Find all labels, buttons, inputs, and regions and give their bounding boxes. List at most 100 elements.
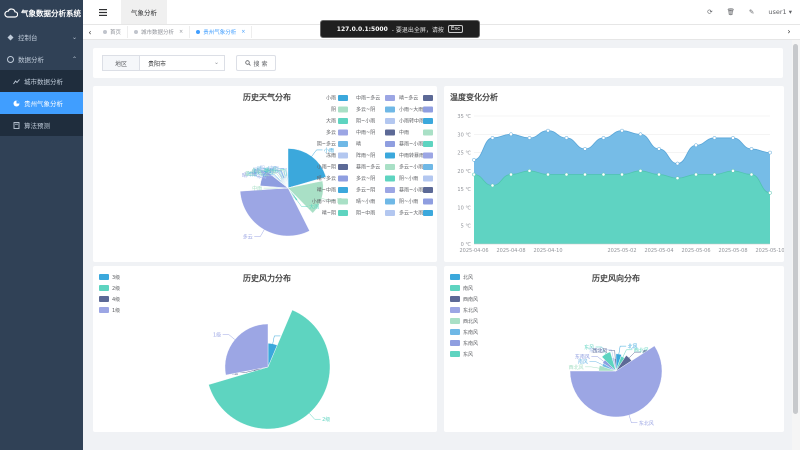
- point-max-temp: [472, 158, 476, 162]
- region-value: 贵阳市: [148, 60, 167, 68]
- point-max-temp: [731, 136, 735, 140]
- point-max-temp: [601, 136, 606, 140]
- leader-line: [321, 198, 336, 201]
- user-menu[interactable]: user1 ▾: [768, 8, 792, 16]
- tags-scroll-left-icon[interactable]: ‹: [88, 27, 92, 37]
- legend-label: 西北风: [463, 318, 478, 325]
- rose-slice: [224, 323, 269, 376]
- sidebar-item-analysis[interactable]: 数据分析 ⌃: [0, 48, 83, 70]
- point-min-temp: [675, 176, 680, 181]
- refresh-icon[interactable]: ⟳: [707, 8, 713, 16]
- hamburger-button[interactable]: [93, 0, 113, 24]
- point-max-temp: [675, 161, 680, 166]
- legend-swatch: [423, 141, 433, 147]
- legend-label: 多云~阴: [356, 187, 375, 194]
- legend-label: 1级: [112, 307, 120, 314]
- x-tick-label: 2025-05-02: [607, 248, 636, 254]
- search-label: 搜 索: [253, 60, 268, 68]
- y-tick-label: 30 ℃: [457, 132, 471, 138]
- sidebar-item-guizhou-analysis[interactable]: 贵州气象分析: [0, 92, 83, 114]
- scrollbar-thumb[interactable]: [793, 44, 798, 414]
- slice-label: 冻雨: [257, 173, 267, 180]
- area-min-temp: [474, 170, 770, 244]
- tag-guizhou-analysis[interactable]: 贵州气象分析 ×: [190, 26, 253, 38]
- legend-label: 多云~大雨: [399, 210, 423, 217]
- point-max-temp: [638, 132, 643, 137]
- legend-swatch: [423, 129, 433, 136]
- chevron-down-icon: ⌄: [71, 33, 77, 41]
- slice-label: 晴~中雨: [254, 168, 273, 175]
- legend-label: 冻雨: [326, 152, 336, 159]
- pie-chart-icon: [12, 99, 20, 107]
- leader-line: [274, 170, 285, 179]
- fullscreen-toast: 127.0.0.1:5000 - 要退出全屏，请按 Esc: [320, 20, 480, 38]
- slice-label: 小雨: [324, 147, 334, 154]
- dashboard-icon: [6, 33, 14, 41]
- edit-icon[interactable]: ✎: [748, 8, 755, 16]
- top-tab-weather[interactable]: 气象分析: [121, 0, 167, 24]
- leader-line: [311, 149, 323, 157]
- leader-line: [279, 169, 287, 178]
- sidebar-item-label: 数据分析: [18, 56, 44, 64]
- rose-slice: [287, 187, 298, 201]
- sidebar-item-dashboard[interactable]: 控制台 ⌄: [0, 26, 83, 48]
- legend-swatch: [385, 95, 395, 101]
- point-min-temp: [472, 172, 476, 177]
- point-max-temp: [527, 136, 532, 140]
- slice-label: 晴~小雨: [257, 166, 276, 173]
- sidebar-item-label: 城市数据分析: [24, 78, 63, 86]
- legend-swatch: [423, 95, 433, 101]
- legend-label: 多云~阴: [356, 175, 375, 182]
- point-max-temp: [509, 132, 513, 137]
- leader-line: [618, 345, 627, 355]
- sidebar-item-prediction[interactable]: 算法预测: [0, 114, 83, 136]
- legend-swatch: [338, 95, 348, 101]
- sidebar: 气象数据分析系统 控制台 ⌄ 数据分析 ⌃ 城市数据分析 贵州气象分析 算法预测: [0, 0, 83, 450]
- legend-label: 东南风: [463, 340, 478, 347]
- top-right-tools: ⟳ 🗑 ✎ user1 ▾: [707, 0, 792, 24]
- search-button[interactable]: 搜 索: [236, 55, 276, 71]
- menu-icon: [99, 8, 107, 16]
- sidebar-item-label: 算法预测: [24, 122, 50, 130]
- rose-slice: [569, 345, 663, 418]
- leader-line: [280, 167, 288, 177]
- weather-rose-chart: 小雨阴大雨多云中雨晴冻雨阵雨~阴暴雨~多云晴~多云多云~阴阴~小雨晴~中雨多云~…: [239, 95, 433, 241]
- legend-swatch: [450, 274, 460, 280]
- legend-label: 暴雨~多云: [356, 164, 380, 171]
- close-icon[interactable]: ×: [179, 29, 184, 35]
- legend-swatch: [338, 210, 348, 216]
- leader-line: [270, 173, 282, 180]
- legend-label: 3级: [112, 274, 120, 281]
- legend-swatch: [423, 106, 433, 113]
- leader-line: [629, 351, 641, 358]
- slice-label: 西北风: [634, 347, 649, 354]
- legend-label: 西南风: [463, 296, 478, 303]
- legend-label: 晴: [356, 141, 361, 148]
- region-select[interactable]: 贵阳市 ⌄: [140, 55, 225, 71]
- slice-label: 阴~小雨: [253, 167, 272, 174]
- tags-scroll-right-icon[interactable]: ›: [787, 27, 791, 36]
- legend-swatch: [385, 118, 395, 124]
- x-tick-label: 2025-05-06: [681, 248, 710, 254]
- y-tick-label: 10 ℃: [457, 205, 471, 211]
- tag-dot: [196, 30, 201, 34]
- trash-icon[interactable]: 🗑: [726, 8, 735, 16]
- legend-label: 阴~小雨: [399, 175, 418, 182]
- slice-label: 2级: [322, 416, 330, 423]
- legend-label: 晴~阴: [322, 210, 336, 217]
- slice-label: 多云~阴: [255, 168, 274, 175]
- y-tick-label: 5 ℃: [461, 224, 472, 230]
- legend-label: 小雨转中雨: [399, 118, 424, 125]
- tag-home[interactable]: 首页: [97, 26, 129, 38]
- sidebar-item-city-analysis[interactable]: 城市数据分析: [0, 70, 83, 92]
- tag-city-analysis[interactable]: 城市数据分析 ×: [128, 26, 191, 38]
- x-tick-label: 2025-04-10: [533, 248, 562, 254]
- close-icon[interactable]: ×: [241, 29, 246, 35]
- legend-swatch: [99, 296, 109, 302]
- slice-label: 晴: [242, 172, 247, 179]
- legend-swatch: [338, 164, 348, 170]
- legend-label: 小雨~大雨: [399, 106, 423, 113]
- point-max-temp: [583, 147, 587, 151]
- app-logo[interactable]: 气象数据分析系统: [0, 0, 83, 26]
